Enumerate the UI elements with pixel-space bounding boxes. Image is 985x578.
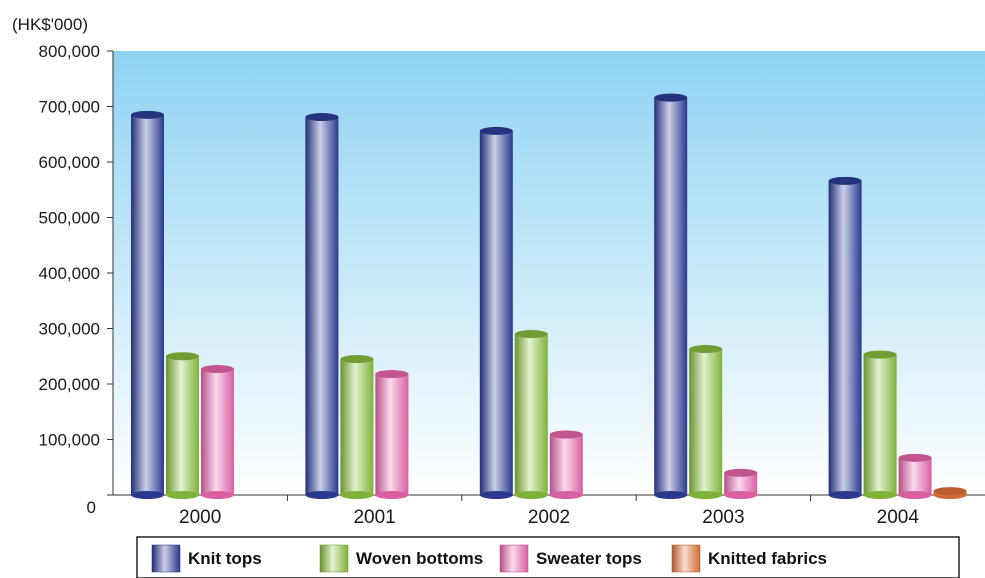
x-category-label: 2004	[877, 507, 920, 528]
bar	[131, 110, 164, 499]
legend-label: Knit tops	[188, 549, 262, 568]
bar	[201, 365, 234, 499]
bar	[689, 345, 723, 499]
y-tick-label: 700,000	[39, 98, 100, 117]
y-tick-label: 800,000	[39, 42, 100, 61]
y-tick-label: 300,000	[39, 320, 100, 339]
bar	[933, 487, 967, 499]
legend-box	[136, 536, 960, 578]
bar	[340, 355, 374, 499]
bar	[479, 126, 513, 499]
y-tick-label: 500,000	[39, 209, 100, 228]
y-tick-label: 200,000	[39, 375, 100, 394]
legend-label: Knitted fabrics	[708, 549, 827, 568]
y-tick-label: 400,000	[39, 264, 100, 283]
bar	[305, 113, 339, 499]
legend-swatch	[499, 544, 529, 573]
y-unit-label: (HK$'000)	[12, 15, 88, 34]
x-category-label: 2002	[528, 507, 570, 528]
x-category-label: 2001	[353, 507, 395, 528]
y-tick-label: 600,000	[39, 153, 100, 172]
bar	[654, 93, 688, 499]
bar	[828, 176, 862, 499]
y-axis-ticks: 0 100,000 200,000 300,000 400,000 500,000 600,…	[39, 42, 113, 517]
x-category-label: 2003	[702, 507, 744, 528]
legend-swatch	[671, 544, 701, 573]
bar-series-group	[131, 93, 967, 499]
legend-label: Sweater tops	[536, 549, 642, 568]
y-tick-label: 0	[87, 498, 96, 517]
legend-swatch	[151, 544, 181, 573]
legend-label: Woven bottoms	[356, 549, 483, 568]
bar	[549, 430, 583, 499]
bar	[898, 453, 932, 499]
bar	[863, 350, 897, 499]
y-tick-label: 100,000	[39, 431, 100, 450]
bar	[166, 352, 199, 499]
x-axis-ticks: 2000 2001 2002 2003 2004	[179, 495, 919, 528]
x-category-label: 2000	[179, 507, 221, 528]
bar	[375, 370, 409, 499]
bar	[514, 330, 548, 499]
bar	[724, 468, 758, 499]
legend-swatch	[319, 544, 349, 573]
legend: Knit tops Woven bottoms Sweater tops Knitte…	[136, 536, 960, 578]
